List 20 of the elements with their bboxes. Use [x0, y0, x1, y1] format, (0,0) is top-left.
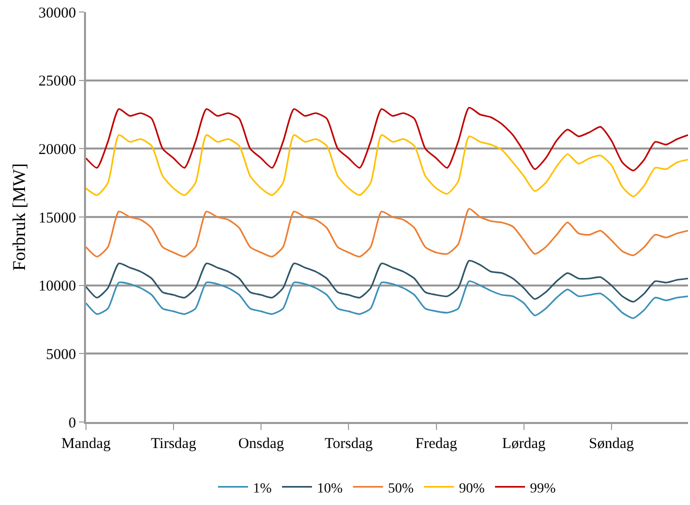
x-tick-label: Fredag: [415, 436, 458, 452]
x-tick-label: Lørdag: [502, 436, 546, 452]
legend-label: 10%: [317, 481, 343, 496]
x-tick-label: Torsdag: [324, 436, 374, 452]
legend-label: 99%: [530, 481, 556, 496]
y-tick-label: 30000: [38, 5, 76, 22]
x-tick-label: Onsdag: [238, 436, 285, 452]
x-tick-label: Søndag: [588, 436, 634, 452]
y-tick-label: 20000: [38, 142, 76, 158]
y-axis-title: Forbruk [MW]: [9, 163, 30, 271]
legend-label: 90%: [459, 481, 485, 496]
y-tick-label: 10000: [38, 278, 76, 295]
y-tick-label: 5000: [46, 346, 76, 363]
legend-label: 50%: [388, 481, 414, 496]
x-tick-label: Mandag: [61, 436, 112, 452]
y-tick-label: 25000: [38, 74, 76, 90]
legend-label: 1%: [253, 481, 272, 496]
y-tick-label: 15000: [38, 210, 76, 226]
x-tick-label: Tirsdag: [150, 436, 197, 452]
y-tick-label: 0: [68, 415, 76, 432]
